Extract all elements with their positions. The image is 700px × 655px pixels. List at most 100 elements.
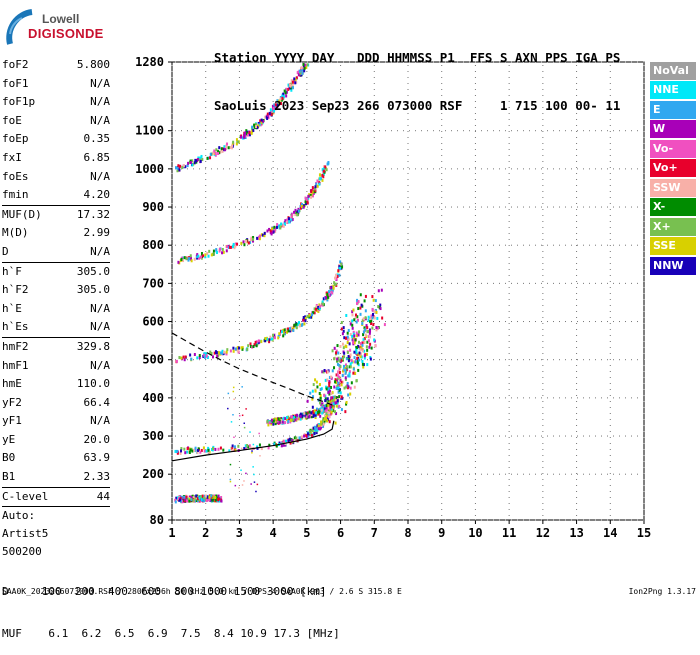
echo-point <box>198 498 201 502</box>
y-gridline-dot <box>361 130 362 132</box>
y-gridline-dot <box>373 359 374 361</box>
x-gridline-dot <box>576 269 578 270</box>
echo-point <box>308 413 311 417</box>
x-gridline-dot <box>171 275 173 276</box>
x-gridline-dot <box>542 419 544 420</box>
y-gridline-dot <box>391 206 392 208</box>
y-gridline-dot <box>475 244 476 246</box>
param-value: N/A <box>90 244 110 258</box>
param-row: h`E N/A <box>2 300 110 319</box>
y-gridline-dot <box>553 206 554 208</box>
x-gridline-dot <box>205 173 207 174</box>
echo-point <box>321 178 324 182</box>
x-gridline-dot <box>508 449 510 450</box>
echo-point <box>327 391 330 395</box>
echo-point <box>362 365 365 369</box>
echo-point <box>309 195 312 199</box>
y-gridline-dot <box>487 282 488 284</box>
y-gridline-dot <box>271 244 272 246</box>
echo-point <box>346 335 349 339</box>
x-gridline-dot <box>508 245 510 246</box>
y-gridline-dot <box>307 206 308 208</box>
x-gridline-dot <box>306 185 308 186</box>
x-gridline-dot <box>373 449 375 450</box>
x-gridline-dot <box>238 71 240 72</box>
x-gridline-dot <box>340 83 342 84</box>
echo-point <box>351 341 354 345</box>
y-gridline-dot <box>487 473 488 475</box>
echo-point <box>292 328 295 332</box>
echo-point <box>204 255 207 259</box>
y-gridline-dot <box>319 61 320 63</box>
x-gridline-dot <box>205 239 207 240</box>
echo-point <box>326 295 329 299</box>
y-gridline-dot <box>553 282 554 284</box>
y-gridline-dot <box>403 244 404 246</box>
echo-point <box>348 372 351 376</box>
echo-point <box>325 406 328 410</box>
echo-point <box>332 407 335 411</box>
x-gridline-dot <box>340 413 342 414</box>
x-gridline-dot <box>306 347 308 348</box>
x-gridline-dot <box>171 335 173 336</box>
echo-point <box>185 495 188 499</box>
x-gridline-dot <box>643 299 645 300</box>
echo-point <box>291 438 294 442</box>
x-gridline-dot <box>508 359 510 360</box>
x-gridline-dot <box>238 131 240 132</box>
y-gridline-dot <box>421 206 422 208</box>
echo-point <box>336 362 339 366</box>
y-gridline-dot <box>241 282 242 284</box>
y-gridline-dot <box>331 519 332 521</box>
x-gridline-dot <box>508 119 510 120</box>
x-gridline-dot <box>306 233 308 234</box>
x-gridline-dot <box>643 119 645 120</box>
x-gridline-dot <box>441 89 443 90</box>
x-gridline-dot <box>643 191 645 192</box>
y-gridline-dot <box>577 61 578 63</box>
x-gridline-dot <box>306 407 308 408</box>
y-gridline-dot <box>505 130 506 132</box>
y-gridline-dot <box>493 321 494 323</box>
y-gridline-dot <box>223 206 224 208</box>
y-gridline-dot <box>355 321 356 323</box>
echo-point <box>361 343 364 347</box>
echo-point <box>295 436 298 440</box>
x-gridline-dot <box>542 371 544 372</box>
echo-point <box>253 343 256 347</box>
echo-point <box>295 326 298 330</box>
echo-point <box>346 384 349 388</box>
echo-point <box>329 288 332 292</box>
y-gridline-dot <box>385 435 386 437</box>
y-gridline-dot <box>541 130 542 132</box>
x-gridline-dot <box>272 233 274 234</box>
param-name: fmin <box>2 188 29 202</box>
y-gridline-dot <box>445 359 446 361</box>
x-gridline-dot <box>171 305 173 306</box>
echo-point <box>233 445 236 449</box>
x-gridline-dot <box>373 437 375 438</box>
y-gridline-dot <box>613 282 614 284</box>
x-gridline-dot <box>238 491 240 492</box>
echo-point <box>256 236 259 240</box>
y-gridline-dot <box>637 321 638 323</box>
echo-point <box>273 109 276 113</box>
x-gridline-dot <box>508 83 510 84</box>
echo-point <box>364 309 367 313</box>
echo-point <box>359 306 362 310</box>
echo-point <box>193 161 196 165</box>
echo-point <box>335 373 338 377</box>
y-gridline-dot <box>457 473 458 475</box>
y-gridline-dot <box>217 282 218 284</box>
echo-point <box>288 438 291 442</box>
y-gridline-dot <box>199 168 200 170</box>
echo-point <box>363 299 366 303</box>
echo-point <box>366 340 369 344</box>
y-gridline-dot <box>643 435 644 437</box>
echo-point <box>290 82 293 86</box>
x-gridline-dot <box>542 383 544 384</box>
y-gridline-dot <box>529 519 530 521</box>
x-gridline-dot <box>474 275 476 276</box>
y-gridline-dot <box>607 61 608 63</box>
echo-point <box>304 316 307 320</box>
